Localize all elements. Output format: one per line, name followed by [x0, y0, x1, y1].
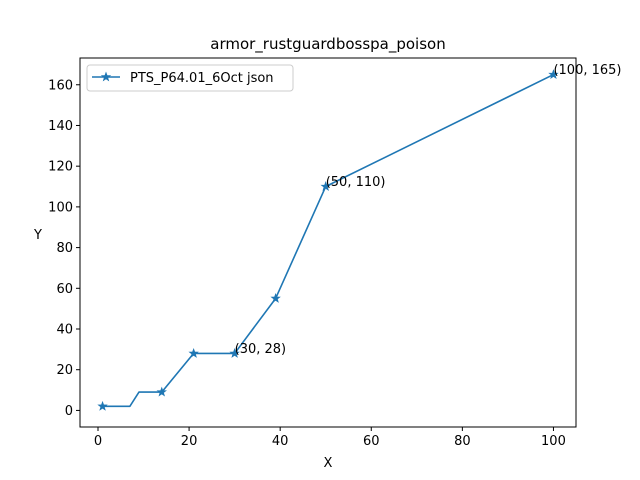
series-line [102, 73, 554, 408]
x-tick-label: 100 [541, 434, 566, 449]
x-tick-label: 0 [94, 434, 102, 449]
y-tick-label: 160 [48, 78, 73, 93]
y-tick-label: 100 [48, 200, 73, 215]
y-axis-label: Y [33, 228, 42, 243]
data-point-marker [270, 292, 281, 303]
legend-label: PTS_P64.01_6Oct json [130, 71, 274, 86]
x-tick-label: 40 [272, 434, 289, 449]
point-annotation: (30, 28) [235, 342, 287, 357]
x-tick-label: 60 [363, 434, 380, 449]
y-tick-label: 60 [56, 282, 73, 297]
x-tick-label: 80 [454, 434, 471, 449]
data-point-marker [156, 386, 167, 397]
legend-box [86, 64, 294, 92]
x-tick-label: 20 [181, 434, 198, 449]
data-point-marker [548, 69, 559, 80]
data-point-marker [97, 400, 108, 411]
data-point-marker [188, 347, 199, 358]
chart-title: armor_rustguardbosspa_poison [210, 35, 445, 54]
axes-frame [79, 57, 577, 428]
y-tick-label: 120 [48, 160, 73, 175]
point-annotation: (100, 165) [553, 63, 621, 78]
data-point-marker [229, 347, 240, 358]
y-tick-label: 0 [65, 404, 73, 419]
y-tick-label: 20 [56, 363, 73, 378]
x-axis-label: X [324, 456, 333, 471]
point-annotation: (50, 110) [326, 175, 386, 190]
plot-area: 0 20 40 60 80 100 0 20 40 60 80 100 120 140 160 PTS_P64… [48, 63, 621, 449]
legend-marker [100, 71, 112, 82]
y-tick-label: 140 [48, 119, 73, 134]
y-tick-label: 40 [56, 323, 73, 338]
data-point-marker [320, 181, 331, 191]
y-tick-label: 80 [56, 241, 73, 256]
